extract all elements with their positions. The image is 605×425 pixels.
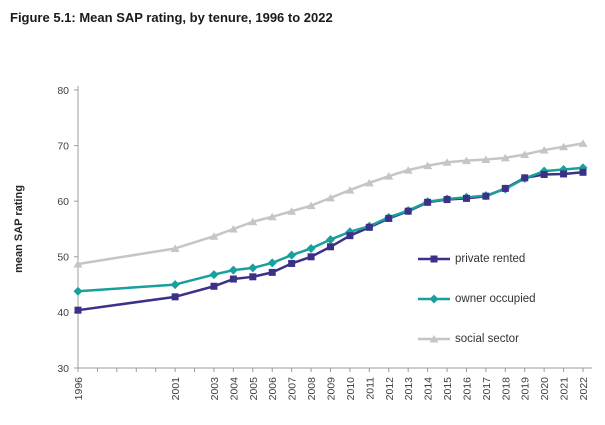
legend-item-owner-occupied: owner occupied: [418, 288, 536, 310]
legend-diamond-icon: [418, 294, 450, 304]
x-tick-label: 2007: [287, 377, 299, 401]
series-markers-social-sector: [73, 139, 588, 268]
x-tick-label: 2019: [520, 377, 532, 401]
legend-label: private rented: [455, 253, 526, 265]
legend-item-private-rented: private rented: [418, 248, 536, 270]
y-tick-label: 30: [57, 363, 69, 375]
x-tick-label: 2004: [228, 377, 240, 401]
series-markers-private-rented: [74, 168, 587, 314]
legend-triangle-icon: [418, 335, 450, 343]
y-tick-label: 50: [57, 252, 69, 264]
figure-title: Figure 5.1: Mean SAP rating, by tenure, …: [10, 10, 333, 25]
x-tick-label: 2006: [267, 377, 279, 401]
legend-label: owner occupied: [455, 293, 536, 305]
legend-label: social sector: [455, 333, 519, 345]
x-tick-label: 2016: [461, 377, 473, 401]
x-tick-label: 2005: [248, 377, 260, 401]
y-tick-label: 70: [57, 140, 69, 152]
y-tick-label: 60: [57, 196, 69, 208]
series-line-owner-occupied: [77, 166, 584, 293]
x-tick-label: 2008: [306, 377, 318, 401]
x-tick-label: 2009: [326, 377, 338, 401]
x-tick-label: 2018: [500, 377, 512, 401]
y-axis-title: mean SAP rating: [13, 185, 25, 273]
x-tick-label: 2022: [578, 377, 590, 401]
legend-item-social-sector: social sector: [418, 328, 536, 350]
x-tick-label: 2014: [423, 377, 435, 401]
x-tick-label: 2015: [442, 377, 454, 401]
x-tick-label: 2013: [403, 377, 415, 401]
y-tick-label: 40: [57, 307, 69, 319]
x-tick-label: 2011: [364, 377, 376, 400]
y-tick-label: 80: [57, 85, 69, 97]
x-tick-label: 2017: [481, 377, 493, 401]
series-line-social-sector: [77, 142, 584, 266]
chart-legend: private rented owner occupied social secto…: [418, 248, 536, 368]
x-tick-label: 1996: [73, 377, 85, 401]
x-tick-label: 2010: [345, 377, 357, 401]
x-tick-label: 2021: [559, 377, 571, 401]
x-tick-label: 2001: [170, 377, 182, 401]
x-tick-label: 2020: [539, 377, 551, 401]
x-tick-label: 2012: [384, 377, 396, 401]
legend-square-icon: [418, 255, 450, 263]
x-tick-label: 2003: [209, 377, 221, 401]
